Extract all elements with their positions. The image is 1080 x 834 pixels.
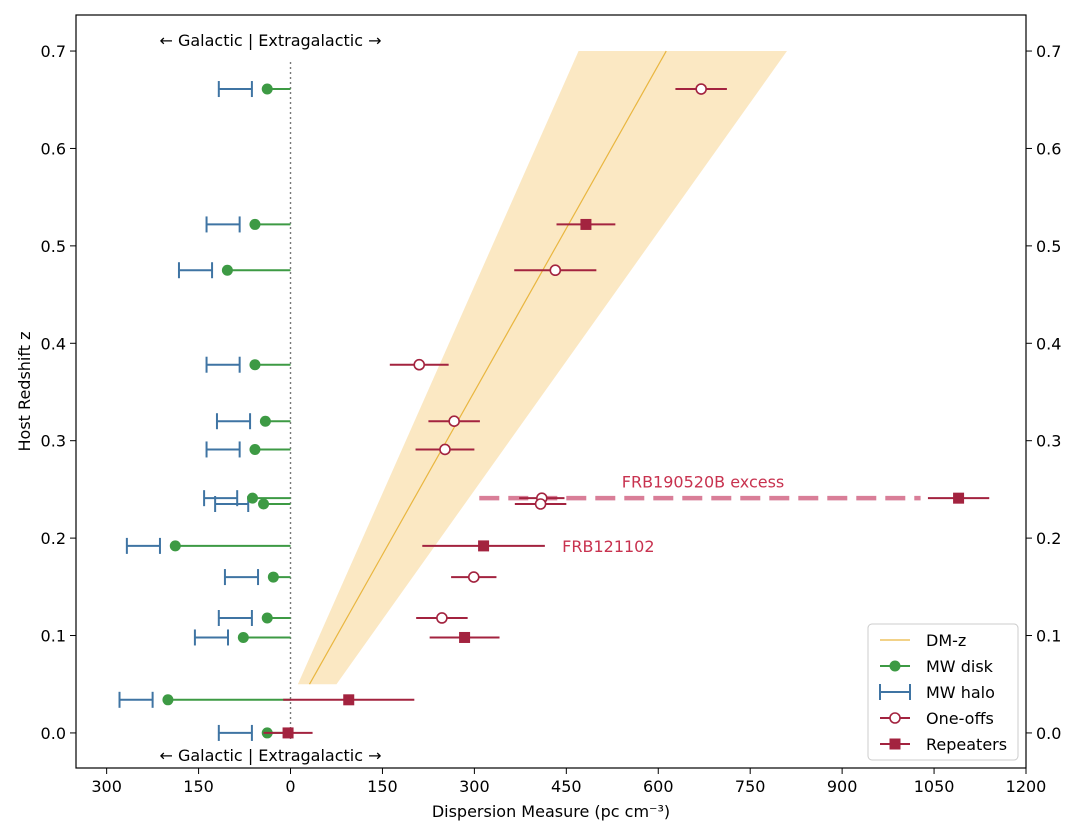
repeater-point-1: [953, 492, 965, 504]
one-off-point-7: [467, 571, 480, 583]
mw-halo-range-0: [217, 81, 253, 98]
mw-disk-point-6: [247, 492, 259, 504]
y-tick-label-right-1: 0.1: [1036, 627, 1061, 646]
x-tick-label-10: 1200: [1006, 777, 1047, 796]
series-layer: [118, 81, 990, 741]
y-tick-label-left-7: 0.7: [41, 42, 66, 61]
y-tick-label-right-0: 0.0: [1036, 724, 1061, 743]
one-off-point-0: [695, 83, 707, 95]
plot-frame: [75, 14, 1027, 769]
y-tick-label-left-5: 0.5: [41, 237, 66, 256]
mw-disk-point-9: [267, 571, 279, 583]
mw-disk-point-1: [249, 218, 261, 230]
mw-disk-point-7: [258, 498, 270, 510]
x-tick-label-7: 750: [735, 777, 766, 796]
x-axis-label: Dispersion Measure (pc cm⁻³): [432, 802, 670, 821]
legend-entry-repeaters: Repeaters: [926, 735, 1007, 754]
mw-halo-range-12: [118, 691, 154, 708]
repeater-point-2: [478, 540, 490, 552]
y-tick-label-right-5: 0.5: [1036, 237, 1061, 256]
one-off-point-3: [448, 415, 460, 428]
legend-entry-one-offs: One-offs: [926, 709, 994, 728]
y-tick-label-left-1: 0.1: [41, 627, 66, 646]
x-tick-label-0: 300: [91, 777, 122, 796]
mw-halo-range-13: [217, 724, 253, 741]
frb190520b-excess-label: FRB190520B excess: [622, 473, 785, 492]
y-axis-label: Host Redshift z: [15, 332, 34, 452]
mw-disk-point-4: [259, 415, 271, 427]
one-off-point-1: [549, 264, 562, 277]
mw-halo-range-9: [223, 569, 260, 586]
y-tick-label-left-2: 0.2: [41, 529, 66, 548]
axes-layer: 300 150 0 150 300 450 600 750 900 1050 1200 0.0 0.0 0…: [41, 14, 1061, 796]
one-off-point-8: [436, 612, 448, 624]
mw-disk-point-5: [249, 443, 261, 455]
y-tick-label-right-7: 0.7: [1036, 42, 1061, 61]
y-tick-label-left-4: 0.4: [41, 334, 66, 353]
mw-halo-range-3: [205, 356, 241, 373]
x-tick-label-8: 900: [827, 777, 858, 796]
repeater-point-0: [580, 218, 592, 230]
legend-swatch-one-offs-dot: [889, 712, 901, 724]
one-off-point-2: [413, 358, 426, 371]
one-off-point-4: [439, 443, 451, 456]
mw-disk-point-10: [261, 612, 273, 624]
legend-swatch-repeaters-square: [889, 738, 901, 750]
x-tick-label-1: 150: [183, 777, 214, 796]
dmz-curve-line: [308, 50, 667, 685]
x-tick-label-6: 600: [643, 777, 674, 796]
repeater-point-5: [282, 727, 294, 739]
y-tick-label-right-6: 0.6: [1036, 139, 1061, 158]
legend-swatch-mw-disk-dot: [889, 660, 901, 672]
mw-halo-range-5: [205, 441, 241, 458]
mw-disk-point-2: [221, 264, 233, 276]
mw-halo-range-1: [205, 216, 241, 233]
x-tick-label-3: 150: [367, 777, 398, 796]
legend: DM-z MW disk MW halo One-offs Repeaters: [867, 623, 1019, 761]
y-tick-label-left-6: 0.6: [41, 139, 66, 158]
mw-disk-point-3: [249, 359, 261, 371]
mw-halo-range-10: [217, 609, 253, 626]
mw-disk-point-0: [261, 83, 273, 95]
x-tick-label-5: 450: [551, 777, 582, 796]
y-tick-label-right-2: 0.2: [1036, 529, 1061, 548]
y-tick-label-right-4: 0.4: [1036, 334, 1061, 353]
y-tick-label-left-0: 0.0: [41, 724, 66, 743]
mw-halo-range-11: [193, 629, 229, 646]
frb121102-label: FRB121102: [562, 537, 654, 556]
repeater-point-3: [459, 631, 471, 643]
repeater-point-4: [343, 694, 355, 706]
mw-disk-point-11: [237, 631, 249, 643]
legend-box: [867, 623, 1019, 761]
y-tick-label-left-3: 0.3: [41, 432, 66, 451]
dmz-uncertainty-band: [297, 51, 787, 685]
x-tick-label-9: 1050: [914, 777, 955, 796]
mw-halo-range-8: [125, 537, 161, 554]
one-off-point-6: [534, 498, 547, 510]
x-tick-label-4: 300: [459, 777, 490, 796]
bottom-annotation: ← Galactic | Extragalactic →: [159, 746, 381, 765]
annotation-layer: ← Galactic | Extragalactic → ← Galactic …: [159, 31, 784, 765]
mw-disk-point-8: [169, 540, 181, 552]
legend-entry-mw-halo: MW halo: [926, 683, 995, 702]
mw-halo-range-4: [215, 413, 252, 430]
top-annotation: ← Galactic | Extragalactic →: [159, 31, 381, 50]
mw-disk-point-12: [162, 694, 174, 706]
y-tick-label-right-3: 0.3: [1036, 432, 1061, 451]
legend-entry-mw-disk: MW disk: [926, 657, 994, 676]
dmz-band-layer: [297, 50, 787, 685]
x-tick-label-2: 0: [285, 777, 295, 796]
legend-entry-dmz: DM-z: [926, 631, 966, 650]
mw-halo-range-2: [177, 262, 214, 279]
